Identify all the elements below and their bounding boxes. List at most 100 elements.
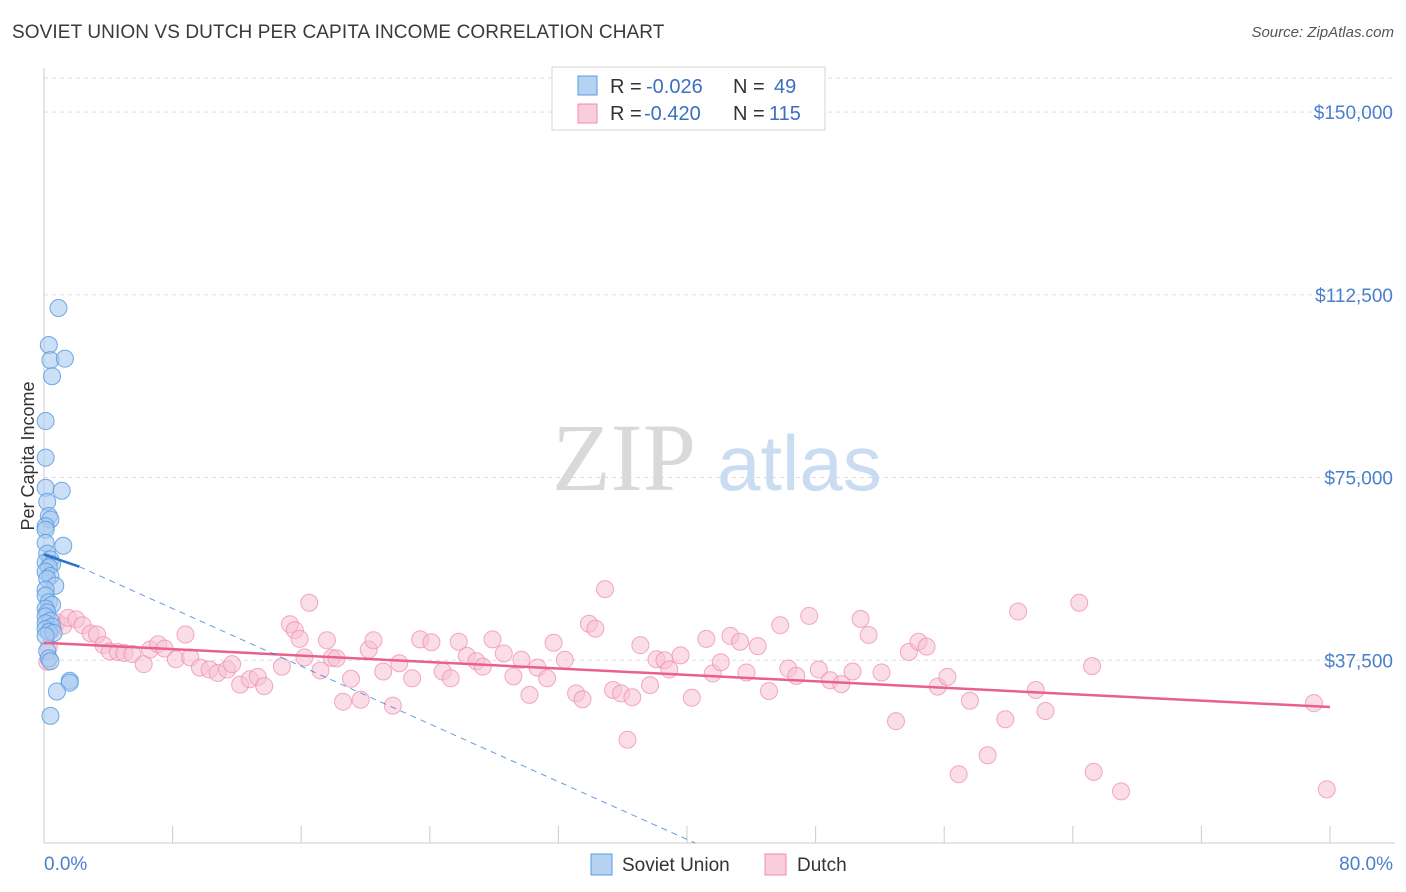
soviet-union-point (60, 673, 79, 692)
dutch-point (403, 669, 422, 688)
legend-r-label-soviet: R = (610, 76, 642, 98)
dutch-point (809, 660, 828, 679)
soviet-union-point (39, 336, 58, 355)
soviet-union-point (52, 481, 71, 500)
series-legend: Soviet Union Dutch (590, 853, 847, 876)
dutch-point (441, 669, 460, 688)
dutch-trend-line (43, 641, 1331, 709)
soviet-union-point (49, 298, 68, 317)
dutch-point (555, 650, 574, 669)
dutch-point (1112, 782, 1131, 801)
dutch-point (333, 692, 352, 711)
dutch-point (851, 609, 870, 628)
dutch-point (123, 644, 142, 663)
soviet-union-point (43, 367, 62, 386)
x-tick-label-min: 0.0% (44, 854, 87, 875)
dutch-point (223, 655, 242, 674)
dutch-point (290, 629, 309, 648)
dutch-point (697, 629, 716, 648)
dutch-point (390, 654, 409, 673)
soviet-union-point (47, 682, 66, 701)
dutch-point (1036, 701, 1055, 720)
dutch-point (996, 710, 1015, 729)
dutch-point (520, 685, 539, 704)
dutch-point (422, 633, 441, 652)
dutch-point (843, 662, 862, 681)
dutch-point (731, 632, 750, 651)
soviet-union-point (36, 412, 55, 431)
soviet-union-point (36, 448, 55, 467)
dutch-point (342, 669, 361, 688)
gridlines (44, 77, 1395, 661)
y-tick-label: $150,000 (1314, 103, 1393, 124)
dutch-point (351, 690, 370, 709)
dutch-point (949, 765, 968, 784)
dutch-point (800, 606, 819, 625)
dutch-point (504, 667, 523, 686)
chart-title: SOVIET UNION VS DUTCH PER CAPITA INCOME … (12, 22, 665, 43)
dutch-point (759, 681, 778, 700)
dutch-point (1026, 681, 1045, 699)
dutch-point (544, 633, 563, 652)
legend-r-value-soviet: -0.026 (646, 76, 703, 98)
y-axis-title: Per Capita Income (18, 381, 38, 530)
dutch-point (300, 593, 319, 612)
legend-n-label-soviet: N = (733, 76, 765, 98)
dutch-point (917, 637, 936, 656)
watermark: ZIP atlas (552, 404, 882, 511)
dutch-point (383, 696, 402, 715)
dutch-point (586, 619, 605, 638)
dutch-point (364, 631, 383, 650)
soviet-union-point (41, 652, 60, 671)
y-tick-label: $75,000 (1324, 469, 1393, 490)
legend-n-value-dutch: 115 (769, 103, 801, 125)
watermark-zip: ZIP (552, 404, 696, 511)
dutch-point (978, 746, 997, 765)
x-axis-ticks (172, 826, 1331, 843)
legend-r-label-dutch: R = (610, 103, 642, 125)
y-tick-labels: $37,500 $75,000 $112,500 $150,000 (1314, 103, 1393, 672)
dutch-point (538, 669, 557, 688)
dutch-point (483, 630, 502, 649)
dutch-point (449, 632, 468, 651)
dutch-points (38, 580, 1336, 801)
dutch-point (1070, 593, 1089, 612)
soviet-union-point (54, 536, 73, 555)
dutch-point (618, 730, 637, 749)
x-tick-label-max: 80.0% (1339, 854, 1393, 875)
series-legend-swatch-soviet (590, 853, 613, 876)
dutch-point (623, 688, 642, 707)
soviet-union-trend-line (43, 553, 80, 568)
dutch-point (255, 677, 274, 696)
soviet-union-point (55, 349, 74, 368)
dutch-point (573, 690, 592, 709)
series-legend-swatch-dutch (764, 853, 787, 876)
dutch-point (1304, 694, 1323, 713)
source-credit: Source: ZipAtlas.com (1251, 24, 1394, 41)
legend-swatch-soviet (577, 75, 598, 96)
dutch-point (771, 616, 790, 635)
dutch-point (596, 580, 615, 599)
trend-lines (43, 553, 1331, 844)
dutch-point (671, 646, 690, 665)
correlation-legend: R = -0.026 N = 49 R = -0.420 N = 115 (551, 66, 826, 131)
dutch-point (938, 667, 957, 686)
series-legend-label-soviet: Soviet Union (622, 855, 730, 876)
dutch-point (512, 650, 531, 669)
soviet-union-points (36, 298, 79, 725)
dutch-point (473, 657, 492, 676)
dutch-point (295, 648, 314, 667)
y-tick-label: $112,500 (1315, 286, 1393, 307)
dutch-point (176, 625, 195, 644)
dutch-point (631, 636, 650, 655)
dutch-point (872, 663, 891, 682)
dutch-point (748, 637, 767, 656)
dutch-point (1084, 762, 1103, 781)
dutch-point (1009, 602, 1028, 621)
dutch-point (317, 631, 336, 650)
dutch-point (1317, 780, 1336, 799)
dutch-point (272, 657, 291, 676)
legend-r-value-dutch: -0.420 (644, 103, 701, 125)
legend-swatch-dutch (577, 103, 598, 124)
dutch-point (311, 661, 330, 680)
